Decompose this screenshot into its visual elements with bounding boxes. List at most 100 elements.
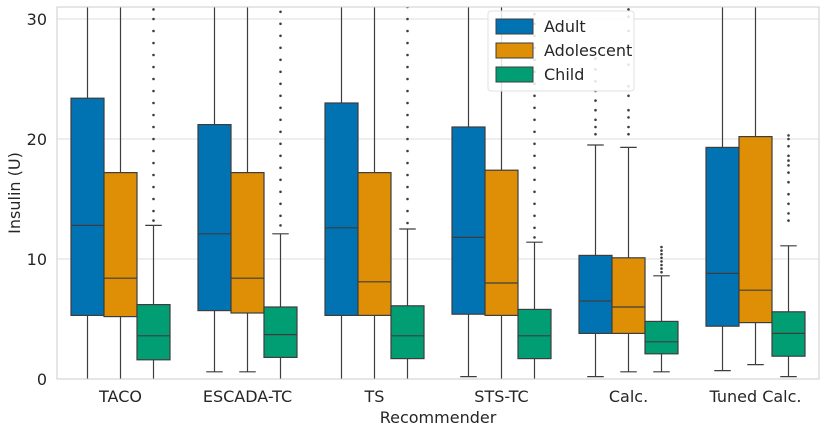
legend-label: Child	[544, 65, 584, 84]
outlier-point	[279, 10, 282, 14]
outlier-point	[279, 82, 282, 86]
outlier-point	[533, 154, 536, 158]
y-tick-label: 20	[27, 130, 47, 149]
box-adolescent-ts	[357, 7, 392, 379]
legend-item-adult[interactable]: Adult	[495, 17, 586, 36]
outlier-point	[152, 41, 155, 45]
box-iqr	[390, 305, 425, 360]
plot-frame	[56, 6, 820, 380]
y-axis-label: Insulin (U)	[5, 152, 24, 234]
legend-swatch	[495, 42, 534, 59]
outlier-point	[594, 125, 597, 129]
outlier-point	[406, 185, 409, 189]
box-iqr	[611, 257, 646, 334]
x-axis-label: Recommender	[380, 408, 497, 427]
outlier-point	[660, 249, 663, 252]
x-tick-label: Tuned Calc.	[708, 387, 801, 406]
outlier-point	[406, 41, 409, 45]
legend[interactable]: Adult Adolescent Child	[487, 10, 635, 92]
outlier-point	[279, 224, 282, 227]
box-iqr	[136, 304, 171, 361]
outlier-point	[787, 180, 790, 184]
box-iqr	[103, 172, 138, 318]
outlier-point	[627, 108, 630, 112]
outlier-point	[787, 219, 790, 222]
x-axis-ticks: TACO ESCADA-TC TS STS-TC Calc. Tuned Calc.	[98, 387, 801, 406]
legend-item-child[interactable]: Child	[495, 65, 584, 84]
box-iqr	[324, 102, 359, 316]
box-adolescent-tuned-calc-	[738, 7, 773, 366]
box-child-taco	[136, 8, 171, 379]
outlier-point	[660, 270, 663, 274]
outlier-point	[787, 137, 790, 141]
legend-label: Adult	[544, 17, 586, 36]
outlier-point	[406, 209, 409, 213]
outlier-point	[787, 144, 790, 148]
outlier-point	[533, 106, 536, 110]
outlier-point	[406, 17, 409, 21]
outlier-point	[406, 89, 409, 93]
outlier-point	[152, 113, 155, 117]
outlier-point	[660, 245, 663, 249]
box-child-calc-	[644, 245, 679, 373]
outlier-point	[627, 94, 630, 98]
outlier-point	[533, 142, 536, 146]
outlier-point	[533, 202, 536, 206]
outlier-point	[152, 185, 155, 189]
box-adult-escada-tc	[197, 7, 232, 373]
y-axis-ticks: 0 10 20 30	[27, 10, 47, 389]
outlier-point	[279, 46, 282, 50]
box-adult-tuned-calc-	[705, 7, 740, 372]
y-tick-label: 30	[27, 10, 47, 29]
outlier-point	[787, 159, 790, 162]
outlier-point	[533, 178, 536, 182]
outlier-point	[152, 149, 155, 153]
y-tick-label: 0	[37, 370, 47, 389]
box-iqr	[644, 320, 679, 355]
outlier-point	[533, 226, 536, 230]
box-iqr	[197, 123, 232, 312]
box-iqr	[705, 146, 740, 327]
box-iqr	[357, 172, 392, 317]
outlier-point	[660, 260, 663, 263]
outlier-point	[152, 8, 155, 11]
x-tick-label: TACO	[98, 387, 142, 406]
outlier-point	[787, 164, 790, 167]
legend-item-adolescent[interactable]: Adolescent	[495, 41, 632, 60]
outlier-point	[787, 171, 790, 174]
outlier-point	[279, 106, 282, 110]
box-iqr	[451, 126, 486, 315]
box-adult-ts	[324, 7, 359, 379]
box-adult-sts-tc	[451, 7, 486, 378]
box-adolescent-taco	[103, 7, 138, 379]
outlier-point	[152, 197, 155, 201]
box-child-tuned-calc-	[771, 134, 806, 378]
outlier-point	[627, 8, 630, 11]
box-adult-taco	[70, 7, 105, 379]
outlier-point	[152, 125, 155, 129]
outlier-point	[627, 132, 630, 136]
outlier-point	[279, 166, 282, 170]
outlier-point	[787, 202, 790, 206]
outlier-point	[152, 65, 155, 69]
outlier-point	[406, 113, 409, 117]
outlier-point	[279, 34, 282, 38]
outlier-point	[279, 178, 282, 182]
outlier-point	[279, 94, 282, 98]
outlier-point	[627, 125, 630, 129]
outlier-point	[152, 89, 155, 93]
outlier-point	[279, 130, 282, 134]
outlier-point	[152, 53, 155, 57]
outlier-point	[279, 70, 282, 74]
outlier-point	[787, 154, 790, 158]
outlier-point	[279, 190, 282, 194]
box-iqr	[230, 172, 265, 314]
outlier-point	[406, 149, 409, 153]
x-tick-label: Calc.	[609, 387, 648, 406]
legend-label: Adolescent	[544, 41, 632, 60]
outlier-point	[594, 118, 597, 122]
outlier-point	[279, 202, 282, 206]
outlier-point	[660, 267, 663, 270]
box-iqr	[738, 136, 773, 324]
outlier-point	[152, 137, 155, 141]
